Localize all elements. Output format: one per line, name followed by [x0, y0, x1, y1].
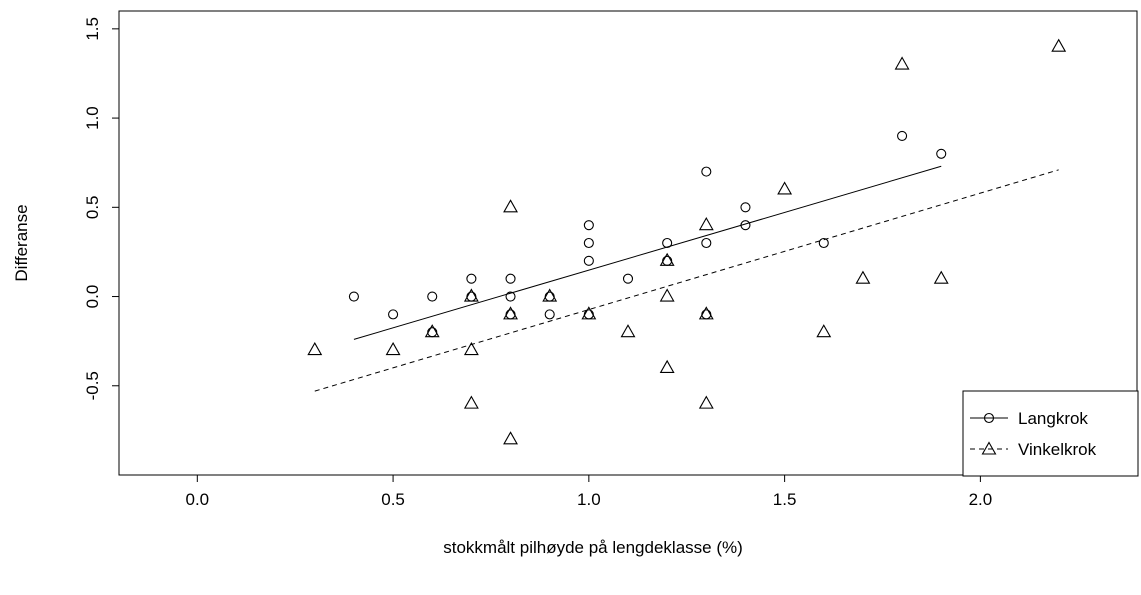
point-langkrok — [505, 309, 516, 320]
y-tick-label: 0.0 — [83, 285, 102, 309]
x-tick-label: 0.0 — [185, 490, 209, 509]
point-langkrok — [466, 273, 477, 284]
point-langkrok — [701, 166, 712, 177]
point-vinkelkrok — [620, 324, 636, 338]
point-langkrok — [740, 220, 751, 231]
point-langkrok — [427, 291, 438, 302]
point-langkrok — [388, 309, 399, 320]
x-axis: 0.0 0.5 1.0 1.5 2.0 — [185, 475, 992, 509]
y-tick-label: 0.5 — [83, 195, 102, 219]
point-vinkelkrok — [1051, 38, 1067, 52]
legend-label-vinkelkrok: Vinkelkrok — [1018, 440, 1097, 459]
point-vinkelkrok — [659, 252, 675, 266]
point-langkrok — [583, 237, 594, 249]
data-markers — [307, 38, 1067, 445]
legend-marker-vinkelkrok — [981, 441, 997, 455]
point-langkrok — [740, 202, 751, 213]
point-vinkelkrok — [659, 288, 675, 302]
point-vinkelkrok — [933, 270, 949, 284]
legend-box — [962, 390, 1139, 477]
point-langkrok — [427, 327, 438, 338]
point-vinkelkrok — [581, 306, 597, 320]
point-vinkelkrok — [698, 306, 714, 320]
point-langkrok — [662, 255, 673, 266]
point-langkrok — [544, 309, 555, 320]
legend-marker-langkrok — [983, 412, 995, 424]
fit-lines — [314, 165, 1059, 392]
plot-frame — [118, 10, 1138, 476]
point-vinkelkrok — [463, 395, 479, 409]
x-tick-label: 1.5 — [773, 490, 797, 509]
y-axis-title: Differanse — [12, 204, 31, 281]
point-langkrok — [622, 273, 634, 284]
point-langkrok — [505, 273, 516, 284]
point-langkrok — [466, 291, 477, 302]
point-langkrok — [662, 237, 673, 249]
point-langkrok — [897, 130, 908, 141]
point-vinkelkrok — [698, 395, 714, 409]
x-axis-title: stokkmålt pilhøyde på lengdeklasse (%) — [443, 538, 743, 557]
point-langkrok — [936, 148, 947, 159]
point-vinkelkrok — [307, 341, 323, 356]
point-vinkelkrok — [816, 324, 832, 338]
point-vinkelkrok — [894, 56, 910, 70]
x-tick-label: 1.0 — [577, 490, 601, 509]
point-langkrok — [505, 291, 516, 302]
point-langkrok — [583, 220, 594, 231]
point-vinkelkrok — [424, 324, 440, 338]
point-langkrok — [701, 309, 712, 320]
x-tick-label: 2.0 — [969, 490, 993, 509]
point-langkrok — [348, 291, 359, 302]
point-langkrok — [583, 255, 594, 266]
point-vinkelkrok — [698, 217, 714, 231]
point-vinkelkrok — [463, 341, 479, 356]
point-vinkelkrok — [385, 341, 401, 356]
point-langkrok — [544, 291, 555, 302]
fit-line-vinkelkrok — [314, 169, 1059, 392]
x-tick-label: 0.5 — [381, 490, 405, 509]
y-axis: -0.5 0.0 0.5 1.0 1.5 — [83, 17, 119, 400]
point-vinkelkrok — [503, 199, 518, 213]
point-vinkelkrok — [463, 288, 479, 302]
point-vinkelkrok — [503, 431, 518, 445]
point-vinkelkrok — [855, 270, 871, 284]
point-langkrok — [583, 309, 594, 320]
point-vinkelkrok — [503, 306, 518, 320]
y-tick-label: 1.5 — [83, 17, 102, 41]
legend-label-langkrok: Langkrok — [1018, 409, 1088, 428]
y-tick-label: -0.5 — [83, 371, 102, 400]
point-langkrok — [818, 237, 829, 249]
point-vinkelkrok — [542, 288, 558, 302]
y-tick-label: 1.0 — [83, 106, 102, 130]
point-vinkelkrok — [659, 359, 675, 373]
fit-line-langkrok — [353, 165, 942, 340]
legend: Langkrok Vinkelkrok — [962, 390, 1139, 477]
point-vinkelkrok — [777, 181, 793, 195]
point-langkrok — [701, 237, 712, 249]
